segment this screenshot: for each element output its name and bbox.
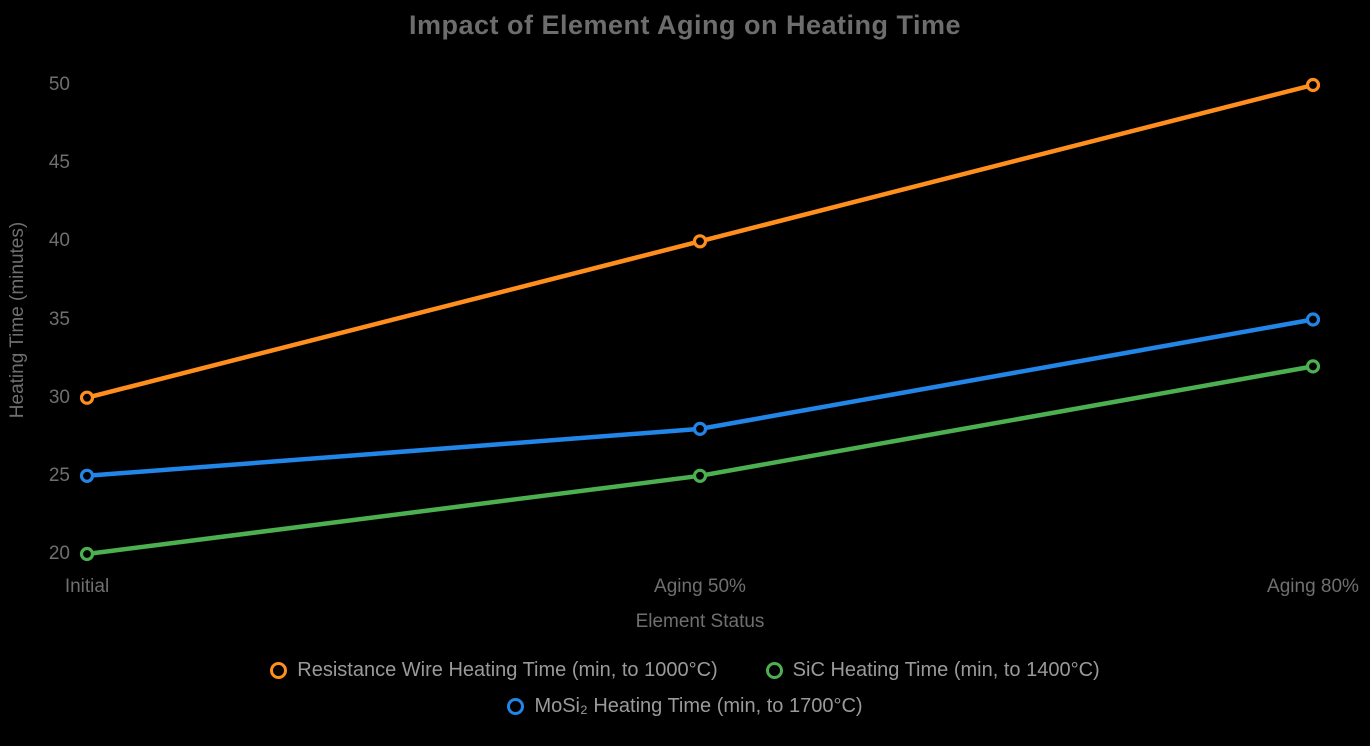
y-tick-label: 50 — [48, 74, 70, 95]
legend-item-series-2[interactable]: MoSi₂ Heating Time (min, to 1700°C) — [507, 695, 863, 718]
y-tick-label: 45 — [48, 152, 70, 174]
data-point-marker — [692, 421, 708, 436]
legend-label: SiC Heating Time (min, to 1400°C) — [792, 659, 1100, 681]
chart-legend: Resistance Wire Heating Time (min, to 10… — [0, 659, 1370, 718]
legend-marker-circle-icon — [270, 662, 288, 679]
data-point-marker — [79, 546, 95, 562]
legend-label: MoSi₂ Heating Time (min, to 1700°C) — [534, 695, 863, 717]
legend-item-series-0[interactable]: Resistance Wire Heating Time (min, to 10… — [270, 659, 718, 682]
legend-marker-circle-icon — [765, 662, 783, 679]
data-point-marker — [1305, 77, 1321, 93]
x-tick-label: Aging 80% — [1267, 576, 1359, 597]
data-point-marker — [1305, 359, 1321, 374]
y-tick-label: 25 — [48, 464, 70, 486]
data-point-marker — [79, 468, 95, 483]
data-point-marker — [1305, 312, 1321, 327]
legend-item-series-1[interactable]: SiC Heating Time (min, to 1400°C) — [765, 659, 1100, 682]
legend-label: Resistance Wire Heating Time (min, to 10… — [297, 659, 718, 681]
chart-title: Impact of Element Aging on Heating Time — [408, 10, 962, 40]
x-tick-label: Initial — [64, 576, 110, 597]
y-tick-label: 40 — [48, 230, 70, 252]
y-tick-label: 35 — [48, 308, 70, 330]
x-axis-label: Element Status — [635, 611, 765, 632]
legend-row: Resistance Wire Heating Time (min, to 10… — [270, 659, 1100, 682]
y-tick-label: 30 — [48, 386, 70, 408]
x-tick-label: Aging 50% — [654, 576, 746, 597]
y-tick-label: 20 — [48, 543, 70, 564]
data-point-marker — [692, 234, 708, 249]
legend-marker-circle-icon — [507, 698, 525, 715]
legend-row: MoSi₂ Heating Time (min, to 1700°C) — [507, 695, 863, 718]
data-point-marker — [79, 390, 95, 405]
data-point-marker — [692, 468, 708, 483]
